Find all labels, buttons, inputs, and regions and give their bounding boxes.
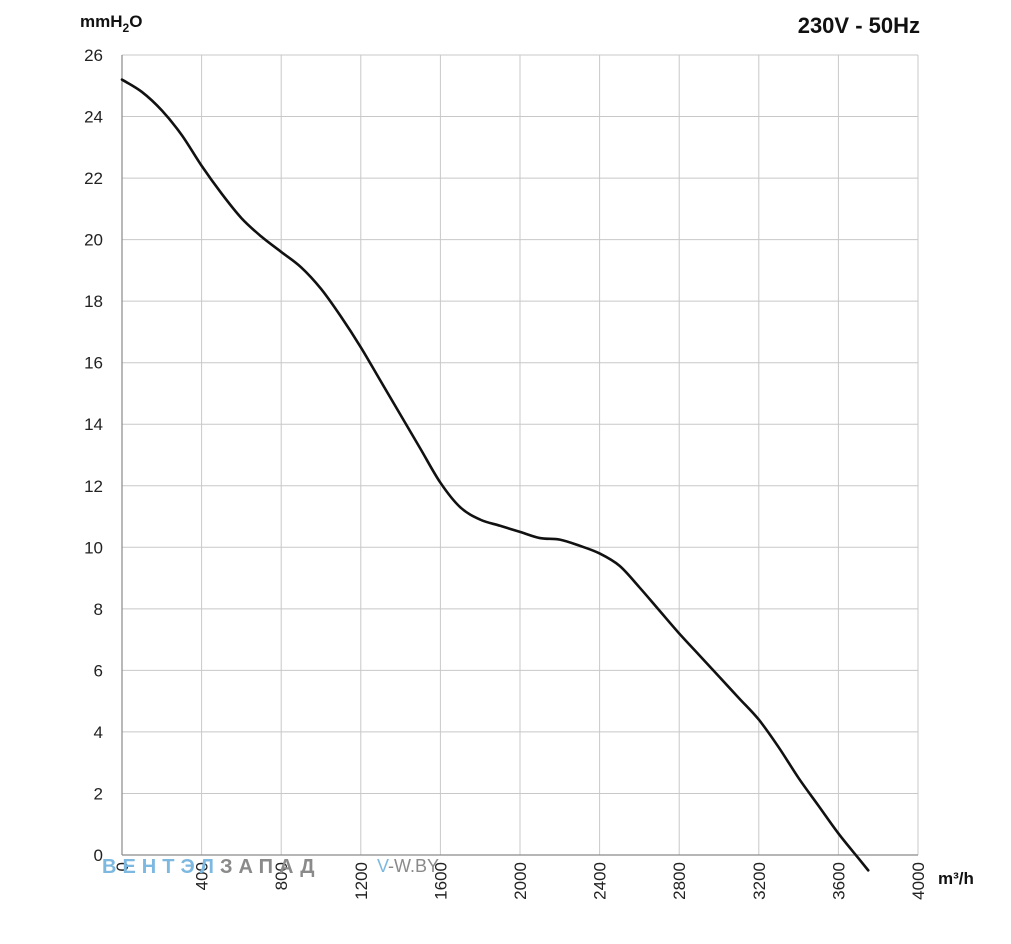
x-tick-label: 2800 — [670, 862, 689, 900]
svg-text:V-W.BY: V-W.BY — [377, 856, 439, 876]
y-tick-label: 0 — [94, 846, 103, 865]
watermark-part-3b: -W.BY — [388, 856, 439, 876]
performance-curves — [120, 78, 870, 872]
y-tick-label: 16 — [84, 354, 103, 373]
x-tick-label: 400 — [193, 862, 212, 890]
x-tick-label: 800 — [272, 862, 291, 890]
y-tick-label: 2 — [94, 784, 103, 803]
x-axis-label: m³/h — [938, 869, 974, 888]
y-tick-label: 12 — [84, 477, 103, 496]
y-tick-label: 18 — [84, 292, 103, 311]
x-tick-label: 2000 — [511, 862, 530, 900]
watermark-part-3a: V — [377, 856, 389, 876]
y-tick-label: 4 — [94, 723, 103, 742]
y-tick-label: 14 — [84, 415, 103, 434]
series-line — [120, 78, 870, 872]
x-tick-label: 0 — [113, 862, 132, 871]
x-tick-label: 1600 — [431, 862, 450, 900]
y-tick-label: 10 — [84, 538, 103, 557]
watermark-part-1: ВЕНТЭЛ — [102, 856, 220, 878]
watermark: ВЕНТЭЛЗАПАД V-W.BY — [102, 856, 439, 878]
y-tick-label: 26 — [84, 46, 103, 65]
chart-title: 230V - 50Hz — [798, 13, 920, 38]
x-tick-label: 2400 — [591, 862, 610, 900]
svg-text:ВЕНТЭЛЗАПАД: ВЕНТЭЛЗАПАД — [102, 856, 320, 878]
x-tick-label: 1200 — [352, 862, 371, 900]
grid-lines — [121, 54, 919, 856]
y-tick-label: 20 — [84, 231, 103, 250]
y-tick-label: 8 — [94, 600, 103, 619]
y-axis-label: mmH2O — [80, 12, 142, 35]
x-tick-label: 3200 — [750, 862, 769, 900]
y-tick-label: 22 — [84, 169, 103, 188]
y-tick-label: 24 — [84, 108, 103, 127]
x-tick-label: 3600 — [829, 862, 848, 900]
watermark-part-2: ЗАПАД — [220, 856, 321, 878]
y-tick-label: 6 — [94, 661, 103, 680]
x-tick-label: 4000 — [909, 862, 928, 900]
